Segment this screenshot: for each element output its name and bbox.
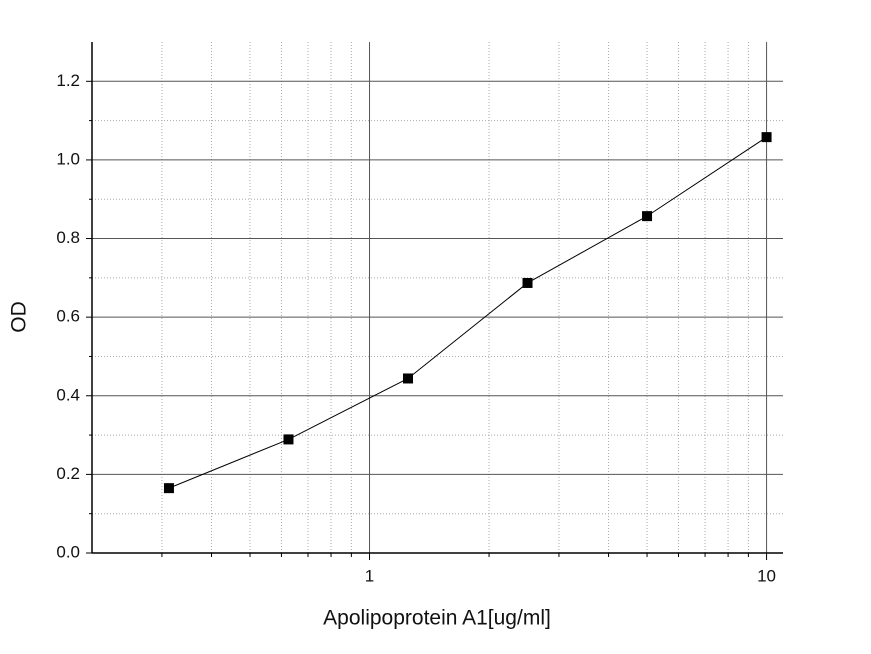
data-point [642,211,653,222]
y-tick-label: 1.0 [56,149,80,168]
y-tick-label: 0.8 [56,228,80,247]
y-tick-label: 1.2 [56,71,80,90]
y-tick-label: 0.6 [56,307,80,326]
data-point [283,434,294,445]
data-point [761,132,772,143]
data-point [163,483,174,494]
y-tick-label: 0.0 [56,542,80,561]
x-tick-label: 1 [365,566,374,585]
y-axis-label: OD [8,301,31,333]
x-tick-label: 10 [757,566,776,585]
y-tick-label: 0.4 [56,385,80,404]
data-point [522,277,533,288]
data-line [168,136,767,489]
data-point [402,373,413,384]
y-tick-label: 0.2 [56,464,80,483]
x-axis-label: Apolipoprotein A1[ug/ml] [323,607,551,630]
